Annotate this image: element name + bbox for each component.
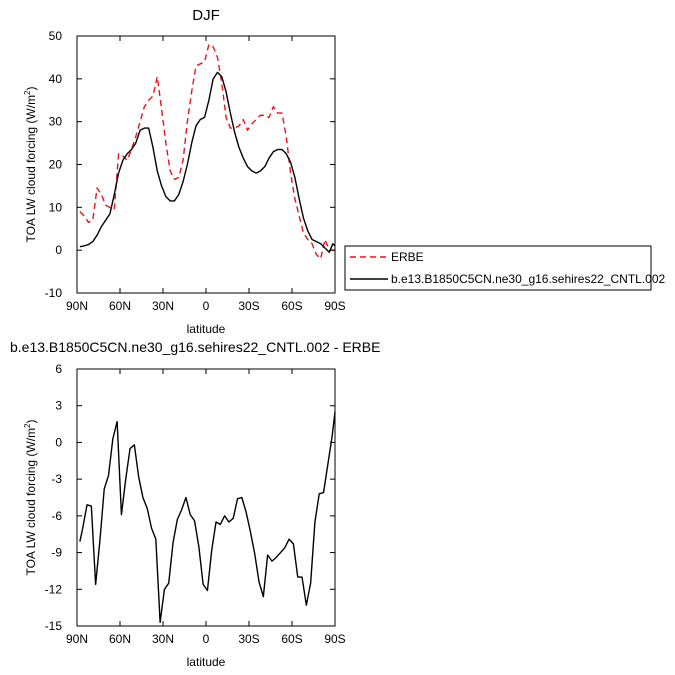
bottom-y-tick-label: -3 [51, 472, 62, 486]
bottom-y-tick-label: -6 [51, 509, 62, 523]
top-x-tick-label: 30S [238, 299, 259, 313]
top-chart-title: DJF [192, 7, 220, 24]
bottom-x-tick-label: 90N [66, 632, 88, 646]
top-y-tick-label: 50 [49, 29, 63, 43]
bottom-x-tick-label: 0 [203, 632, 210, 646]
bottom-y-tick-label: 6 [55, 362, 62, 376]
bottom-x-axis-label: latitude [187, 655, 226, 669]
bottom-x-tick-label: 30N [152, 632, 174, 646]
top-x-axis-label: latitude [187, 322, 226, 336]
top-y-tick-label: -10 [45, 286, 63, 300]
top-x-tick-label: 90S [324, 299, 345, 313]
top-x-tick-label: 60N [109, 299, 131, 313]
bottom-x-tick-label: 30S [238, 632, 259, 646]
bottom-x-tick-label: 90S [324, 632, 345, 646]
legend-label-erbe: ERBE [391, 250, 424, 264]
bottom-chart-title: b.e13.B1850C5CN.ne30_g16.sehires22_CNTL.… [10, 339, 380, 355]
bottom-y-tick-label: -9 [51, 546, 62, 560]
top-plot-frame [76, 35, 336, 294]
top-panel: DJF 90N 60N 30N 0 30S 60S 90S -10 0 10 20 30 40 50 la… [23, 7, 666, 336]
top-series-line-1 [79, 71, 336, 254]
top-x-tick-label: 0 [203, 299, 210, 313]
bottom-axis-ticks: 90N 60N 30N 0 30S 60S 90S -15 -12 -9 -6 -3 0 3 6 [45, 362, 346, 646]
top-y-tick-label: 40 [49, 72, 63, 86]
top-series-line-0 [79, 43, 335, 260]
bottom-y-tick-label: 3 [55, 399, 62, 413]
top-axis-ticks: 90N 60N 30N 0 30S 60S 90S -10 0 10 20 30 40 50 [45, 29, 346, 313]
bottom-series-line-0 [79, 411, 336, 624]
legend-label-model: b.e13.B1850C5CN.ne30_g16.sehires22_CNTL.… [391, 272, 666, 286]
bottom-series-layer [79, 411, 336, 624]
top-y-tick-label: 30 [49, 115, 63, 129]
bottom-y-axis-label: TOA LW cloud forcing (W/m2) [23, 419, 38, 575]
legend-box [344, 245, 652, 291]
bottom-y-tick-label: -15 [45, 619, 63, 633]
bottom-panel: b.e13.B1850C5CN.ne30_g16.sehires22_CNTL.… [10, 339, 380, 669]
bottom-y-tick-label: -12 [45, 582, 63, 596]
top-series-layer [79, 43, 336, 260]
legend: ERBE b.e13.B1850C5CN.ne30_g16.sehires22_… [344, 245, 666, 291]
top-y-tick-label: 0 [55, 243, 62, 257]
bottom-x-tick-label: 60S [281, 632, 302, 646]
top-x-tick-label: 30N [152, 299, 174, 313]
top-y-tick-label: 20 [49, 158, 63, 172]
top-x-tick-label: 90N [66, 299, 88, 313]
top-x-tick-label: 60S [281, 299, 302, 313]
top-y-axis-label: TOA LW cloud forcing (W/m2) [23, 86, 38, 242]
bottom-x-tick-label: 60N [109, 632, 131, 646]
bottom-y-tick-label: 0 [55, 435, 62, 449]
top-y-tick-label: 10 [49, 200, 63, 214]
